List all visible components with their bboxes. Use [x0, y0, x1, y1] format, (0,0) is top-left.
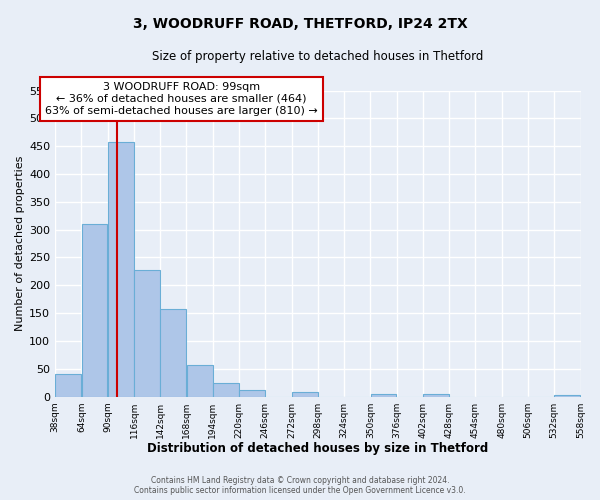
Bar	[423, 394, 449, 396]
Bar	[82, 224, 107, 396]
Text: Contains HM Land Registry data © Crown copyright and database right 2024.
Contai: Contains HM Land Registry data © Crown c…	[134, 476, 466, 495]
Text: 3 WOODRUFF ROAD: 99sqm
← 36% of detached houses are smaller (464)
63% of semi-de: 3 WOODRUFF ROAD: 99sqm ← 36% of detached…	[45, 82, 318, 116]
Bar	[292, 392, 317, 396]
Bar	[187, 365, 212, 396]
Bar	[239, 390, 265, 396]
Bar	[160, 308, 186, 396]
Bar	[108, 142, 134, 396]
Text: 3, WOODRUFF ROAD, THETFORD, IP24 2TX: 3, WOODRUFF ROAD, THETFORD, IP24 2TX	[133, 18, 467, 32]
Bar	[134, 270, 160, 396]
Bar	[554, 395, 580, 396]
Y-axis label: Number of detached properties: Number of detached properties	[15, 156, 25, 332]
Bar	[55, 374, 81, 396]
Bar	[213, 382, 239, 396]
Title: Size of property relative to detached houses in Thetford: Size of property relative to detached ho…	[152, 50, 484, 63]
X-axis label: Distribution of detached houses by size in Thetford: Distribution of detached houses by size …	[147, 442, 488, 455]
Bar	[371, 394, 397, 396]
